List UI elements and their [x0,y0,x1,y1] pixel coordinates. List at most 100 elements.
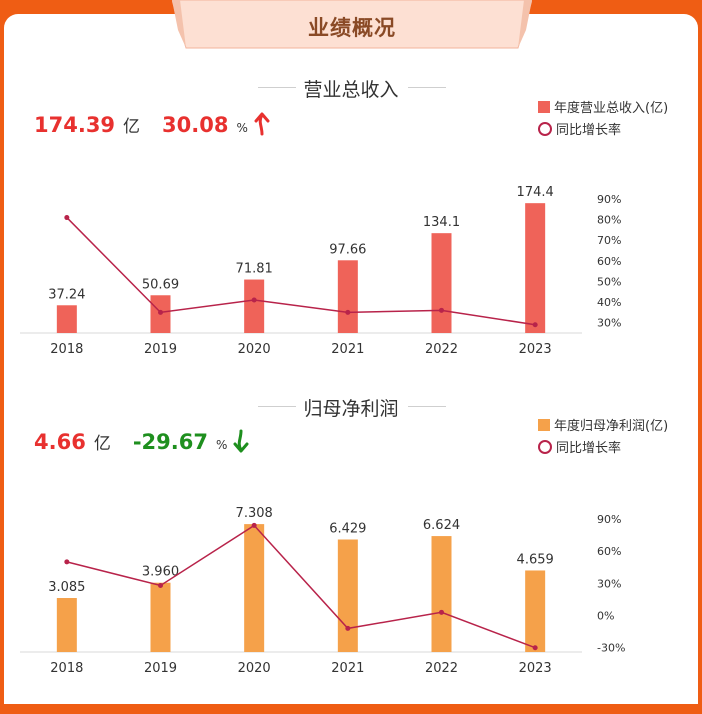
banner-shape [172,0,532,49]
y2-tick-label: 30% [597,317,621,330]
profit-kpi-yoy-unit: % [215,438,228,452]
revenue-title: 营业总收入 [303,79,399,101]
profit-kpi-unit: 亿 [93,434,111,454]
bar-value-label: 7.308 [236,506,273,521]
bar-value-label: 97.66 [329,242,366,257]
revenue-chart: 37.24 50.69 71.81 97.66 134.1 174.4 2018 2019 20… [20,185,621,357]
growth-rate-point [532,322,538,328]
bar-swatch-icon [538,419,550,431]
title-rule-left [258,87,296,88]
x-tick-label: 2022 [425,342,458,357]
growth-rate-point [64,559,70,565]
growth-rate-point [345,309,351,315]
y2-tick-label: 60% [597,545,621,558]
bar [244,524,265,652]
bar-value-label: 174.4 [517,185,554,200]
bar [56,598,77,652]
growth-rate-point [439,609,444,615]
bar-swatch-icon [538,101,550,113]
growth-rate-point [345,625,351,631]
x-tick-label: 2022 [425,661,458,676]
profit-legend: 年度归母净利润(亿) 同比增长率 [538,416,668,460]
circle-marker-icon [538,440,552,454]
revenue-kpi-yoy: 30.08 [162,113,229,137]
x-tick-label: 2018 [50,342,83,357]
growth-rate-point [64,215,70,221]
bar-value-label: 6.429 [329,521,366,536]
x-tick-label: 2019 [144,342,177,357]
x-tick-label: 2019 [144,661,177,676]
bar-value-label: 50.69 [142,277,179,292]
revenue-kpi: 174.39 亿 30.08% [34,112,270,140]
bar-value-label: 3.085 [48,580,85,595]
arrow-up-icon [254,112,270,140]
growth-rate-line [66,217,536,326]
y2-tick-label: -30% [597,642,625,655]
x-tick-label: 2018 [50,661,83,676]
legend-item-line: 同比增长率 [538,120,668,142]
bar-value-label: 71.81 [236,262,273,277]
y2-tick-label: 90% [597,193,621,206]
profit-kpi: 4.66 亿 -29.67% [34,429,249,457]
banner-title: 业绩概况 [308,16,396,40]
bar [431,233,452,333]
bar [56,305,77,333]
y2-tick-label: 80% [597,214,621,227]
growth-rate-point [532,645,538,651]
y2-tick-label: 60% [597,255,621,268]
growth-rate-point [158,583,163,588]
bar-value-label: 134.1 [423,215,460,230]
y2-tick-label: 30% [597,577,621,590]
title-rule-right [408,406,446,407]
title-rule-left [258,406,296,407]
profit-section: 归母净利润 4.66 亿 -29.67% 年度归母净利润(亿) 同比增长率 3.08… [0,394,702,714]
growth-rate-point [251,522,257,528]
revenue-legend: 年度营业总收入(亿) 同比增长率 [538,98,668,142]
profit-kpi-value: 4.66 [34,430,86,454]
growth-rate-point [251,297,257,303]
bar [525,203,546,333]
y2-tick-label: 0% [597,610,614,623]
x-tick-label: 2023 [519,661,552,676]
bar [337,260,358,333]
circle-marker-icon [538,122,552,136]
x-tick-label: 2020 [238,342,271,357]
revenue-kpi-unit: 亿 [123,117,141,137]
growth-rate-point [158,309,163,315]
legend-item-line: 同比增长率 [538,438,668,460]
legend-item-bar: 年度归母净利润(亿) [538,416,668,438]
y2-tick-label: 50% [597,275,621,288]
y2-tick-label: 90% [597,513,621,526]
growth-rate-point [439,307,444,313]
profit-kpi-yoy: -29.67 [132,430,208,454]
bar-value-label: 4.659 [517,552,554,567]
revenue-kpi-yoy-unit: % [236,121,248,135]
legend-line-label: 同比增长率 [556,441,622,456]
bar-value-label: 37.24 [48,287,85,302]
profit-title: 归母净利润 [303,398,399,420]
bar-value-label: 3.960 [142,565,179,580]
x-tick-label: 2021 [331,342,364,357]
y2-tick-label: 40% [597,296,621,309]
x-tick-label: 2021 [331,661,364,676]
revenue-kpi-value: 174.39 [34,113,116,137]
y2-tick-label: 70% [597,234,621,247]
bar [525,570,546,652]
header-banner: 业绩概况 [172,0,532,52]
bar-value-label: 6.624 [423,518,460,533]
legend-bar-label: 年度归母净利润(亿) [554,419,669,434]
legend-item-bar: 年度营业总收入(亿) [538,98,668,120]
title-rule-right [408,87,446,88]
bar [150,582,171,652]
growth-rate-line [66,524,536,649]
revenue-section: 营业总收入 174.39 亿 30.08% 年度营业总收入(亿) 同比增长率 37.… [0,75,702,395]
bar [337,539,358,652]
profit-chart: 3.085 3.960 7.308 6.429 6.624 4.659 2018 2019 20… [20,506,625,676]
x-tick-label: 2020 [238,661,271,676]
legend-line-label: 同比增长率 [556,123,622,138]
x-tick-label: 2023 [519,342,552,357]
bar [244,279,265,333]
arrow-down-icon [233,429,249,457]
bar [431,536,452,652]
legend-bar-label: 年度营业总收入(亿) [554,101,669,116]
